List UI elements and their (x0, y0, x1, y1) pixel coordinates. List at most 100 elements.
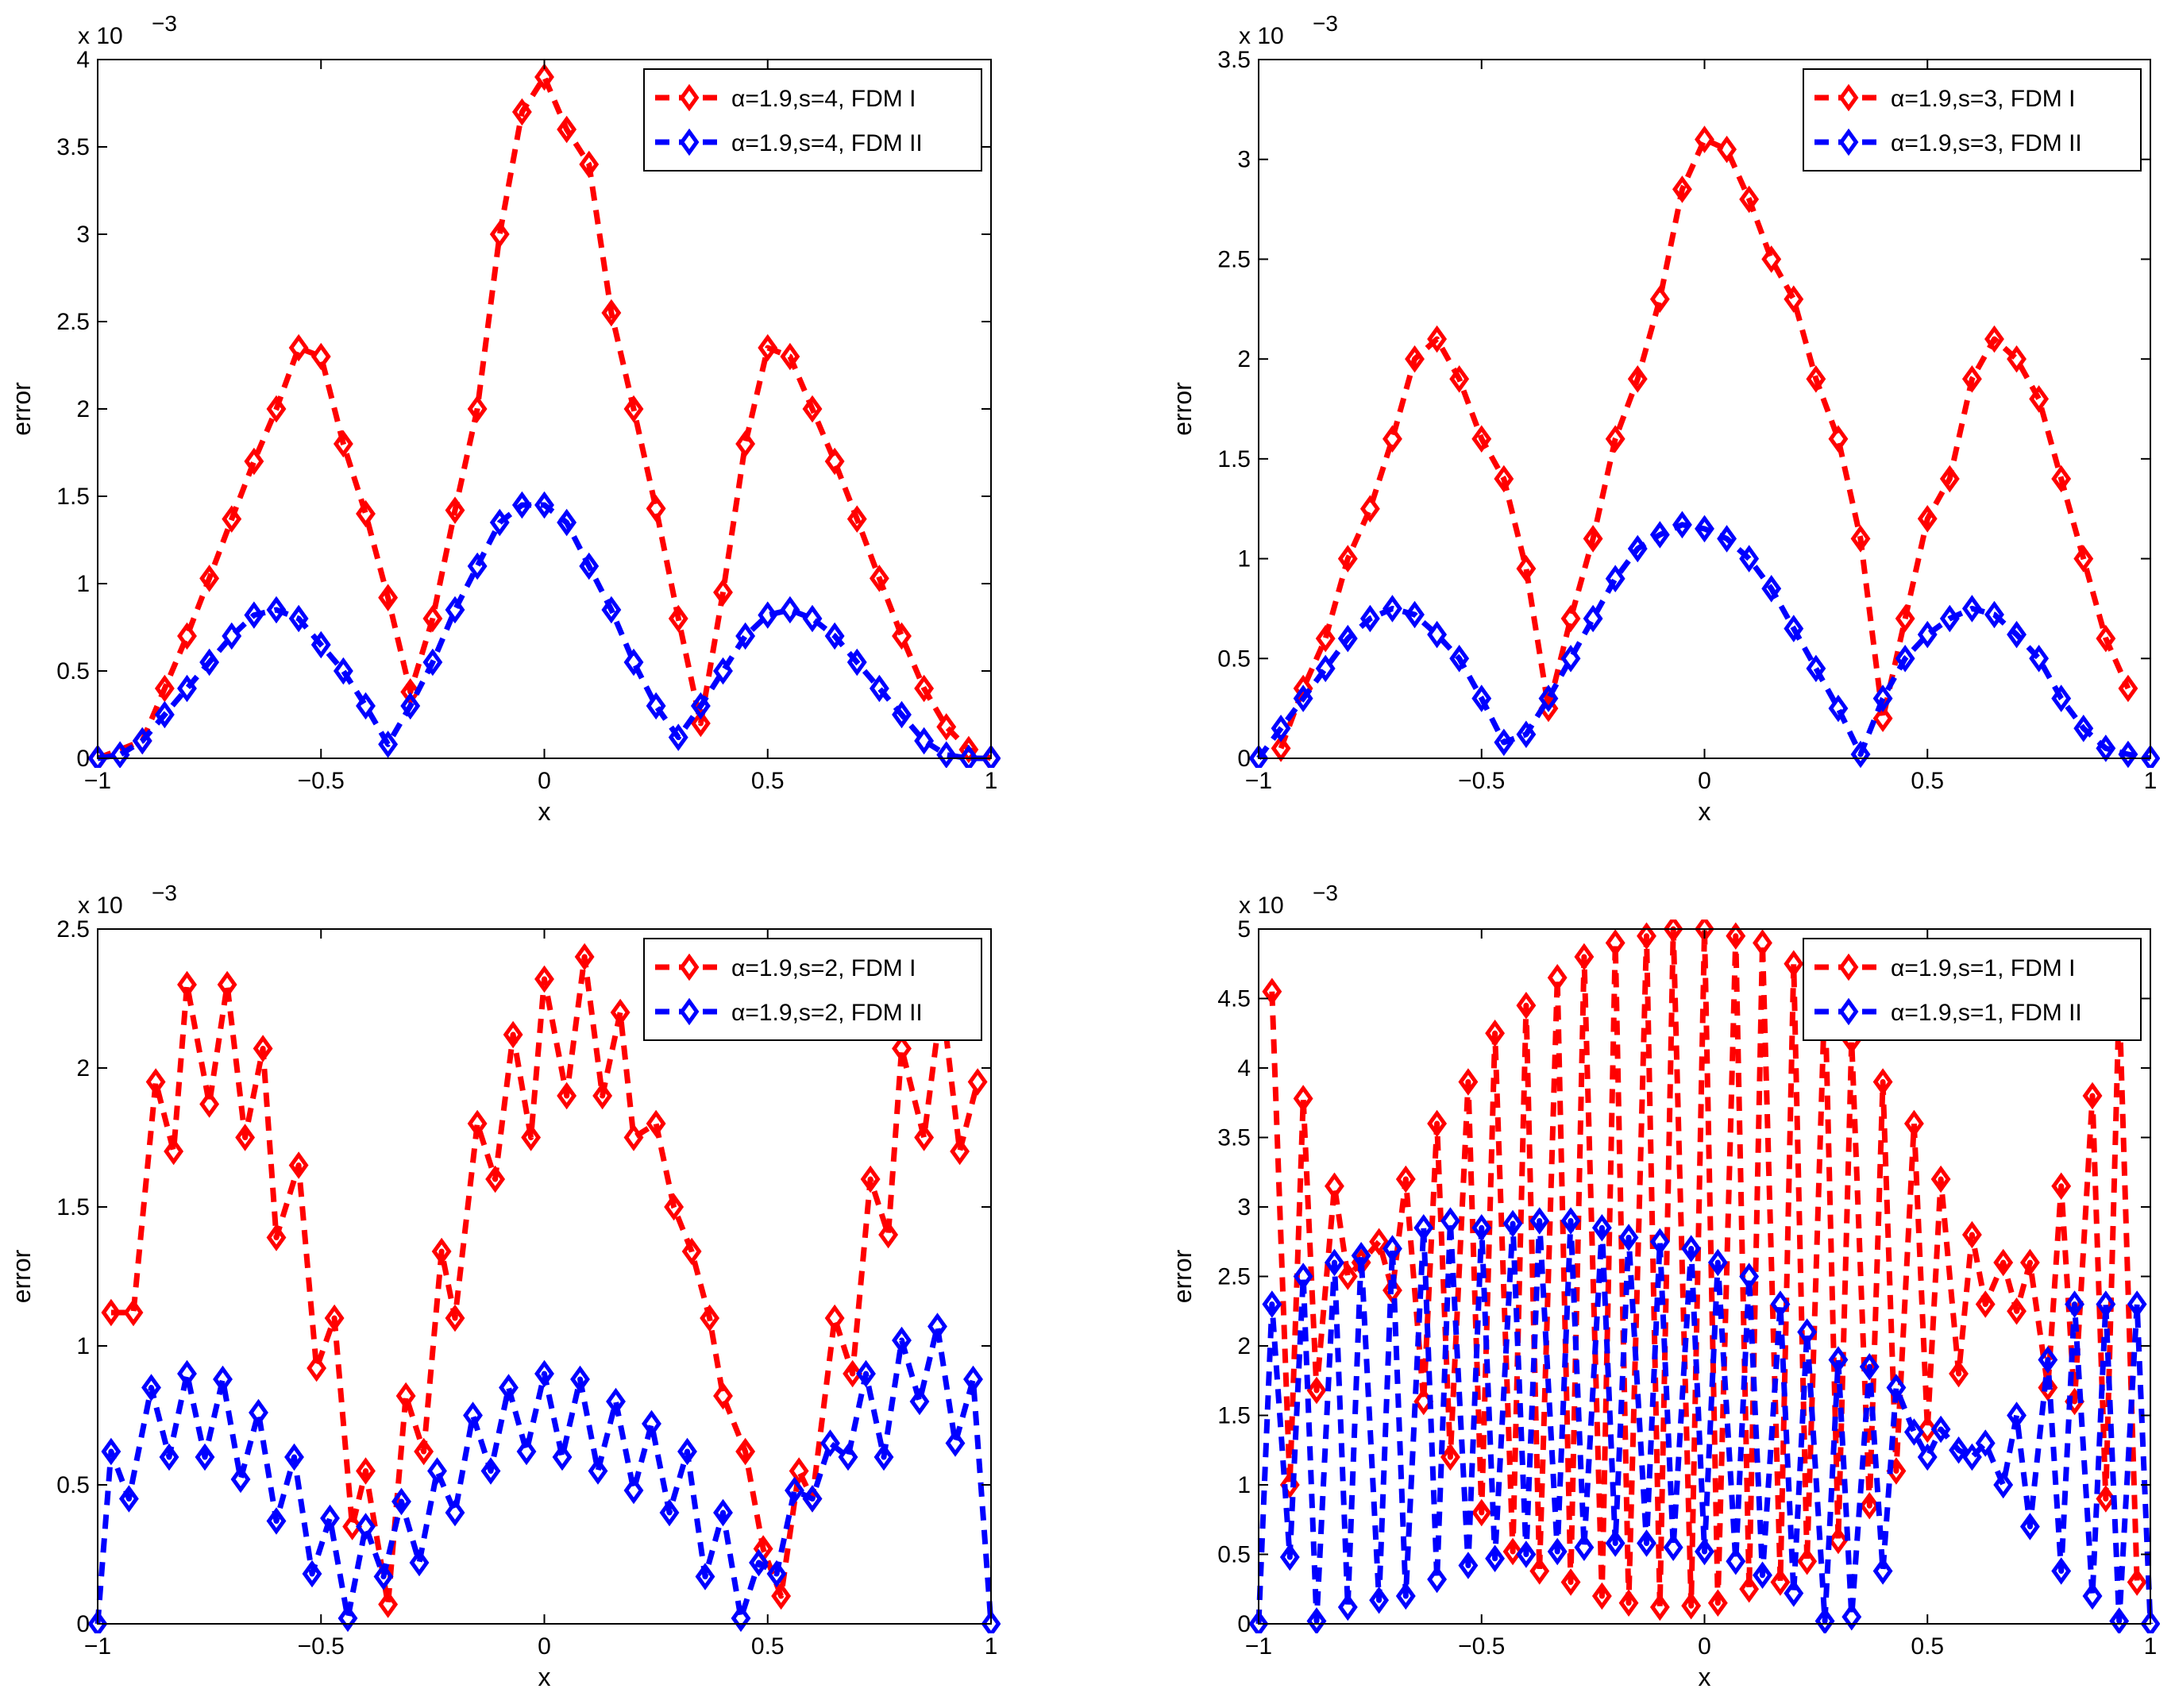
data-marker (199, 1090, 220, 1118)
data-marker (579, 150, 600, 179)
data-marker (1337, 624, 1358, 653)
axis-exponent-label: x 10 (1239, 23, 1284, 49)
data-marker (1516, 991, 1537, 1020)
data-marker (1784, 615, 1804, 642)
data-marker (1337, 1593, 1358, 1621)
legend-box (643, 68, 982, 172)
data-marker (324, 1304, 345, 1332)
data-marker (1293, 1085, 1313, 1112)
data-marker (646, 1109, 666, 1138)
data-marker (1605, 425, 1625, 453)
data-marker (480, 1457, 501, 1485)
x-tick-label: 1 (985, 1633, 998, 1660)
data-marker (199, 565, 220, 592)
y-tick-label: 0.5 (56, 658, 90, 684)
data-marker (2082, 1081, 2103, 1110)
data-marker (1859, 1352, 1880, 1381)
legend: α=1.9,s=4, FDM I α=1.9,s=4, FDM II (643, 68, 982, 172)
data-marker (1784, 950, 1804, 978)
y-tick-label: 4 (76, 47, 90, 73)
data-marker (1249, 1610, 1269, 1633)
legend-marker (1838, 953, 1859, 981)
data-marker (967, 1068, 988, 1096)
data-marker (391, 1487, 411, 1516)
legend-marker (679, 953, 700, 981)
data-marker (1369, 1586, 1390, 1614)
data-marker (1369, 1228, 1390, 1256)
data-marker (310, 630, 331, 659)
data-marker (2140, 1610, 2160, 1633)
series-line-2 (97, 502, 991, 761)
data-marker (1383, 425, 1402, 453)
data-marker (1917, 1443, 1938, 1471)
axis-exponent-power: −3 (152, 11, 177, 36)
y-tick-label: 0.5 (1217, 1542, 1251, 1568)
data-marker (2073, 545, 2094, 573)
data-marker (1717, 135, 1737, 164)
y-axis-label: error (7, 1249, 36, 1303)
data-marker (1337, 1263, 1358, 1290)
data-marker (1449, 365, 1470, 393)
series-line-2 (1255, 1218, 2154, 1625)
data-marker (1249, 744, 1269, 768)
data-marker (1485, 1544, 1506, 1573)
data-marker (981, 744, 1001, 768)
data-marker (1516, 554, 1537, 583)
data-marker (2007, 620, 2027, 649)
data-marker (1707, 1589, 1728, 1617)
data-marker (1494, 728, 1514, 757)
data-marker (164, 1137, 184, 1166)
y-tick-label: 2 (1237, 346, 1251, 372)
y-tick-label: 0.5 (56, 1472, 90, 1498)
y-axis-label: error (1168, 382, 1197, 436)
y-tick-label: 1.5 (56, 484, 90, 510)
data-marker (1315, 654, 1336, 683)
data-marker (1605, 565, 1625, 592)
data-marker (927, 1313, 947, 1340)
y-tick-label: 5 (1237, 916, 1251, 943)
data-marker (1993, 1248, 2014, 1277)
data-marker (981, 1610, 1001, 1633)
data-marker (1383, 1235, 1402, 1263)
data-marker (320, 1504, 340, 1533)
y-tick-label: 1.5 (1217, 446, 1251, 472)
data-marker (668, 604, 688, 633)
y-tick-label: 4.5 (1217, 986, 1251, 1012)
data-marker (1895, 645, 1915, 673)
data-marker (623, 648, 644, 677)
data-marker (2019, 1513, 2040, 1540)
x-tick-label: −1 (84, 768, 111, 794)
data-marker (570, 1365, 590, 1394)
data-marker (516, 1437, 537, 1466)
data-marker (177, 622, 197, 650)
data-marker (288, 604, 309, 633)
data-marker (1529, 1557, 1550, 1585)
data-marker (1306, 1376, 1327, 1405)
data-marker (713, 578, 733, 607)
data-marker (422, 604, 443, 633)
data-marker (141, 1374, 161, 1401)
data-marker (1359, 604, 1380, 633)
legend-entry-label: α=1.9,s=3, FDM II (1891, 130, 2082, 156)
x-tick-label: 0.5 (751, 768, 785, 794)
data-marker (824, 622, 845, 650)
data-marker (610, 998, 631, 1027)
data-marker (177, 674, 197, 703)
data-marker (2082, 1582, 2103, 1610)
data-marker (1271, 715, 1291, 742)
y-tick-label: 0 (1237, 1611, 1251, 1637)
data-marker (310, 342, 331, 371)
data-marker (557, 115, 577, 144)
data-marker (1471, 1213, 1492, 1242)
legend-entry-label: α=1.9,s=1, FDM II (1891, 1000, 2082, 1026)
data-marker (1828, 1346, 1849, 1374)
data-marker (574, 943, 595, 971)
y-tick-label: 2 (76, 396, 90, 422)
data-marker (623, 1476, 644, 1505)
data-marker (892, 622, 912, 650)
data-marker (802, 604, 823, 633)
data-marker (1279, 1543, 1300, 1571)
y-tick-label: 3.5 (56, 134, 90, 160)
data-marker (1984, 600, 2004, 629)
data-marker (843, 1359, 863, 1388)
